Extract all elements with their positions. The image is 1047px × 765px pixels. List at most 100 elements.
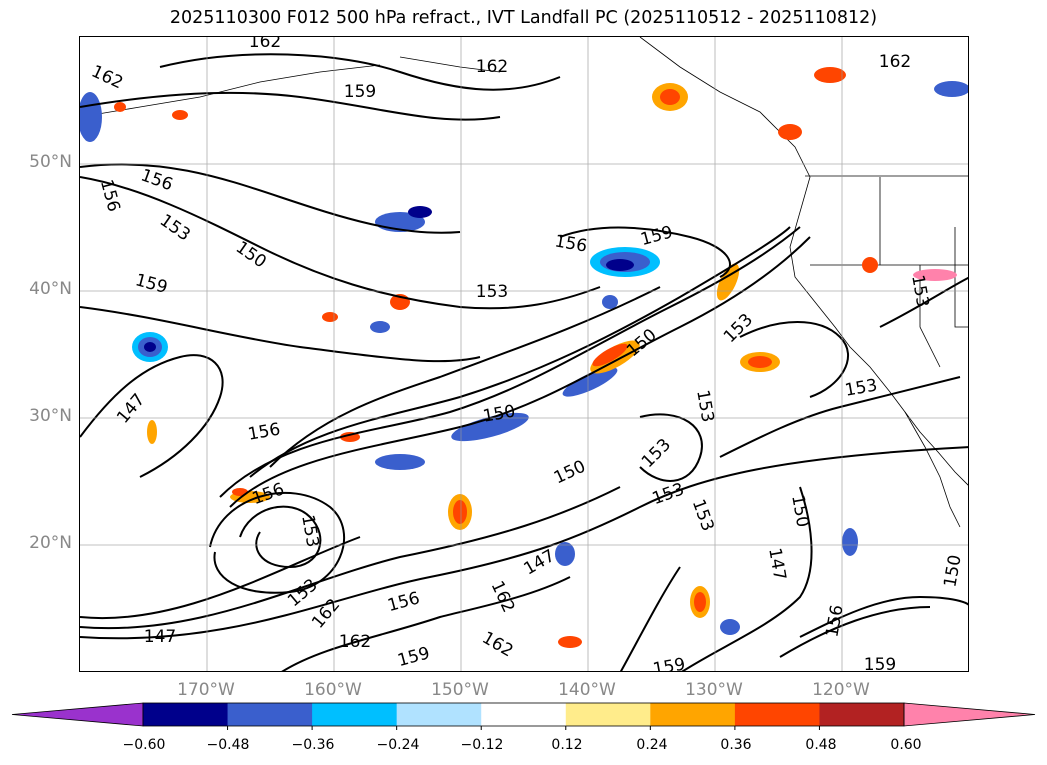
shade-blob — [114, 102, 126, 112]
shade-blob — [606, 259, 634, 271]
colorbar-outline — [142, 702, 905, 727]
lat-label: 50°N — [29, 152, 72, 172]
shade-blob — [408, 206, 432, 218]
contour-label: 153 — [843, 375, 878, 400]
contour-line — [80, 354, 224, 478]
contour-label: 153 — [297, 513, 322, 548]
lat-label: 20°N — [29, 533, 72, 553]
lon-label: 160°W — [304, 680, 362, 700]
colorbar-tick-label: −0.60 — [122, 737, 166, 753]
contour-line — [559, 226, 731, 278]
contour-label: 162 — [476, 57, 508, 77]
lon-label: 140°W — [558, 680, 616, 700]
contour-label: 153 — [650, 479, 687, 509]
shade-blob — [322, 312, 338, 322]
map-canvas: 162 162 159 162 156 156 153 150 159 156 … — [80, 37, 968, 672]
contour-line — [80, 163, 461, 234]
contour-label: 156 — [138, 165, 175, 195]
contour-label: 153 — [476, 282, 508, 302]
contour-label: 162 — [339, 632, 371, 652]
shade-blob — [720, 619, 740, 635]
colorbar-segment — [734, 703, 820, 726]
contour-line — [80, 306, 481, 363]
colorbar-segment — [650, 703, 736, 726]
lat-label: 40°N — [29, 279, 72, 299]
shade-blob — [778, 124, 802, 140]
shade-blob — [562, 367, 618, 397]
shade-blob — [748, 356, 772, 368]
colorbar-segment — [565, 703, 651, 726]
contour-lines — [80, 53, 968, 671]
colorbar — [11, 702, 1036, 730]
coastlines — [80, 37, 968, 528]
shade-blob — [814, 67, 846, 83]
contour-label: 156 — [250, 479, 287, 509]
shade-blob — [375, 454, 425, 470]
colorbar-tick-label: 0.60 — [890, 737, 922, 753]
contour-line — [80, 176, 601, 310]
contour-label: 162 — [478, 628, 516, 662]
contour-label: 147 — [764, 546, 789, 581]
lon-label: 130°W — [685, 680, 743, 700]
shade-blob — [147, 420, 157, 444]
colorbar-segment — [481, 703, 567, 726]
contour-line — [249, 226, 791, 478]
colorbar-segments — [11, 702, 1036, 730]
colorbar-tick-label: −0.36 — [291, 737, 335, 753]
contour-label: 153 — [284, 575, 322, 611]
contour-line — [619, 566, 681, 671]
colorbar-segment — [227, 703, 313, 726]
shade-blob — [694, 592, 706, 612]
contour-line — [799, 595, 968, 638]
colorbar-tick-label: −0.48 — [206, 737, 250, 753]
shade-blob — [144, 342, 156, 352]
lon-label: 150°W — [431, 680, 489, 700]
shade-blob — [862, 257, 878, 273]
contour-line — [219, 226, 801, 498]
shade-blob — [451, 412, 529, 442]
colorbar-tick-label: 0.36 — [720, 737, 752, 753]
contour-line — [269, 286, 661, 468]
contour-line — [879, 276, 968, 328]
contour-line — [739, 321, 850, 398]
contour-label: 147 — [144, 627, 176, 647]
colorbar-tick-label: 0.12 — [551, 737, 583, 753]
coastline-aleutians — [80, 56, 501, 118]
map-panel: 162 162 159 162 156 156 153 150 159 156 … — [79, 36, 969, 672]
contour-label: 150 — [232, 237, 270, 272]
shade-blob — [80, 92, 102, 142]
colorbar-segment — [312, 703, 398, 726]
contour-label: 156 — [822, 603, 847, 638]
contour-label: 147 — [520, 546, 558, 580]
border-states — [810, 177, 968, 368]
contour-label: 156 — [96, 177, 124, 214]
shade-blob — [172, 110, 188, 120]
contour-line — [281, 576, 571, 671]
contour-label: 153 — [692, 388, 717, 423]
contour-label: 147 — [113, 390, 149, 428]
lon-label: 120°W — [812, 680, 870, 700]
contour-label: 156 — [246, 419, 281, 444]
contour-label: 159 — [638, 222, 675, 250]
contour-line — [639, 413, 703, 482]
contour-label: 153 — [720, 310, 757, 347]
contour-label: 153 — [688, 497, 718, 534]
contour-label: 162 — [879, 52, 911, 72]
colorbar-segment — [396, 703, 482, 726]
colorbar-extend-min — [11, 702, 144, 727]
colorbar-extend-max — [903, 702, 1036, 727]
contour-label: 150 — [787, 493, 812, 528]
colorbar-tick-label: 0.24 — [636, 737, 668, 753]
colorbar-tick-label: −0.12 — [460, 737, 504, 753]
contour-label: 159 — [864, 655, 896, 672]
contour-label: 159 — [344, 82, 376, 102]
contour-line — [779, 606, 931, 658]
contour-label: 150 — [551, 457, 589, 489]
shade-blob — [913, 269, 957, 281]
contour-line — [681, 486, 813, 671]
contour-line — [719, 376, 961, 458]
contour-label: 150 — [940, 553, 965, 588]
shade-blob — [592, 343, 628, 367]
shade-blob — [602, 295, 618, 309]
contour-line — [80, 91, 501, 121]
